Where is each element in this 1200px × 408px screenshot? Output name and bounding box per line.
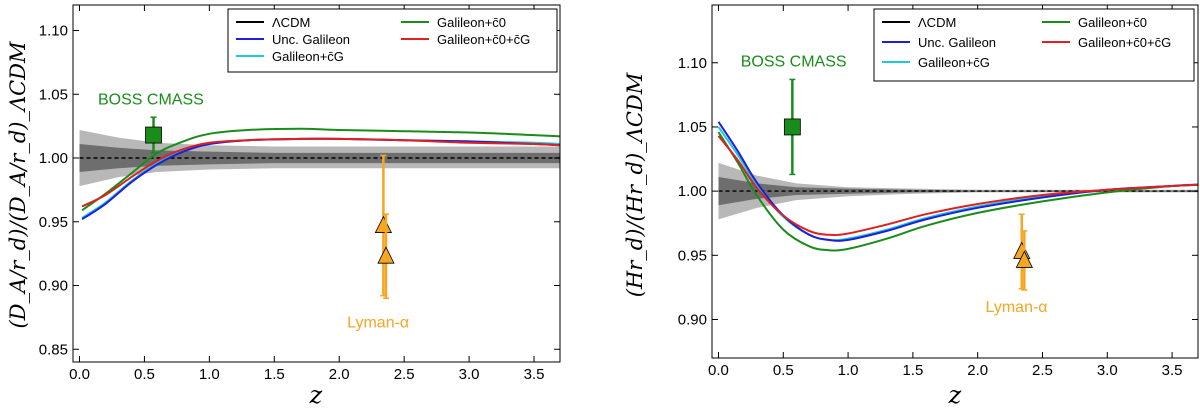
x-tick-label: 1.0 xyxy=(199,366,220,383)
chart-panel-da: BOSS CMASS Lyman-α 0.0 0.5 1.0 1.5 2.0 2.5 3.0 3… xyxy=(6,4,561,408)
annotation-1: Lyman-α xyxy=(986,299,1048,316)
legend-label-3: Galileon+c̄0 xyxy=(1078,15,1147,30)
x-tick-label: 3.0 xyxy=(459,366,480,383)
y-tick-label: 1.05 xyxy=(39,86,68,103)
y-tick-label: 1.10 xyxy=(678,55,707,72)
data-point-triangle-1 xyxy=(374,215,393,233)
x-axis-label: z xyxy=(948,381,962,408)
x-axis-label: z xyxy=(309,381,323,408)
y-axis-label: (D_A/r_d)/(D_A/r_d)_ΛCDM xyxy=(6,41,30,329)
series-line-4 xyxy=(717,135,1198,237)
y-tick-label: 0.90 xyxy=(678,311,707,328)
y-tick-label: 1.00 xyxy=(678,183,707,200)
y-tick-label: 0.90 xyxy=(39,278,68,295)
series-line-1 xyxy=(81,127,560,212)
series-line-3 xyxy=(717,121,1198,242)
y-tick-label: 1.00 xyxy=(39,150,68,167)
x-tick-label: 1.0 xyxy=(838,362,859,379)
legend-label-3: Galileon+c̄0 xyxy=(437,15,506,30)
x-tick-label: 0.5 xyxy=(134,366,155,383)
annotation-1: Lyman-α xyxy=(347,315,409,332)
x-tick-label: 1.5 xyxy=(264,366,285,383)
legend-label-2: Galileon+c̄G xyxy=(272,49,344,64)
x-tick-label: 3.5 xyxy=(1162,362,1183,379)
x-tick-label: 1.5 xyxy=(902,362,923,379)
x-tick-label: 2.0 xyxy=(329,366,350,383)
legend-label-4: Galileon+c̄0+c̄G xyxy=(1078,35,1171,50)
x-tick-label: 0.0 xyxy=(69,366,90,383)
x-tick-label: 0.0 xyxy=(708,362,729,379)
legend-box xyxy=(873,8,1195,82)
legend-label-1: Unc. Galileon xyxy=(272,32,350,47)
y-tick-label: 0.95 xyxy=(678,247,707,264)
x-tick-label: 2.5 xyxy=(394,366,415,383)
annotation-0: BOSS CMASS xyxy=(98,91,204,108)
y-axis-label: (Hr_d)/(Hr_d)_ΛCDM xyxy=(623,72,647,297)
series-line-4 xyxy=(81,137,560,208)
x-tick-label: 3.5 xyxy=(524,366,545,383)
legend-label-2: Galileon+c̄G xyxy=(918,55,990,70)
legend-label-1: Unc. Galileon xyxy=(918,35,996,50)
y-tick-label: 0.85 xyxy=(39,341,68,358)
series-line-1 xyxy=(717,131,1198,252)
x-tick-label: 2.5 xyxy=(1032,362,1053,379)
y-tick-label: 0.95 xyxy=(39,214,68,231)
legend-label-0: ΛCDM xyxy=(918,15,956,30)
annotation-0: BOSS CMASS xyxy=(741,54,847,71)
legend-label-4: Galileon+c̄0+c̄G xyxy=(437,32,530,47)
plot-frame xyxy=(72,4,561,363)
y-tick-label: 1.10 xyxy=(39,23,68,40)
legend-label-0: ΛCDM xyxy=(272,15,310,30)
x-tick-label: 3.0 xyxy=(1097,362,1118,379)
plot-frame xyxy=(711,4,1199,359)
x-tick-label: 2.0 xyxy=(967,362,988,379)
data-point-square-0 xyxy=(145,126,162,144)
chart-panel-h: BOSS CMASS Lyman-α 0.0 0.5 1.0 1.5 2.0 2.5 3.0 3… xyxy=(623,4,1199,408)
x-tick-label: 0.5 xyxy=(773,362,794,379)
legend-box xyxy=(227,8,558,73)
y-tick-label: 1.05 xyxy=(678,119,707,136)
data-point-triangle-2 xyxy=(1015,250,1033,268)
data-point-triangle-2 xyxy=(377,246,395,264)
data-point-square-0 xyxy=(783,118,801,136)
